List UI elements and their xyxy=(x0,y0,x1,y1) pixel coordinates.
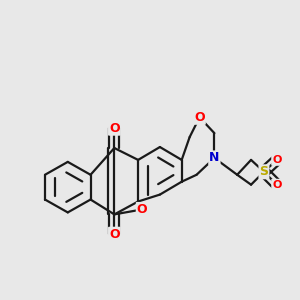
Text: O: O xyxy=(272,155,281,165)
Text: O: O xyxy=(137,203,147,216)
Text: S: S xyxy=(260,165,268,178)
Text: O: O xyxy=(272,180,281,190)
Text: O: O xyxy=(194,111,205,124)
Text: N: N xyxy=(209,152,220,164)
Text: O: O xyxy=(109,122,120,135)
Text: O: O xyxy=(109,228,120,241)
